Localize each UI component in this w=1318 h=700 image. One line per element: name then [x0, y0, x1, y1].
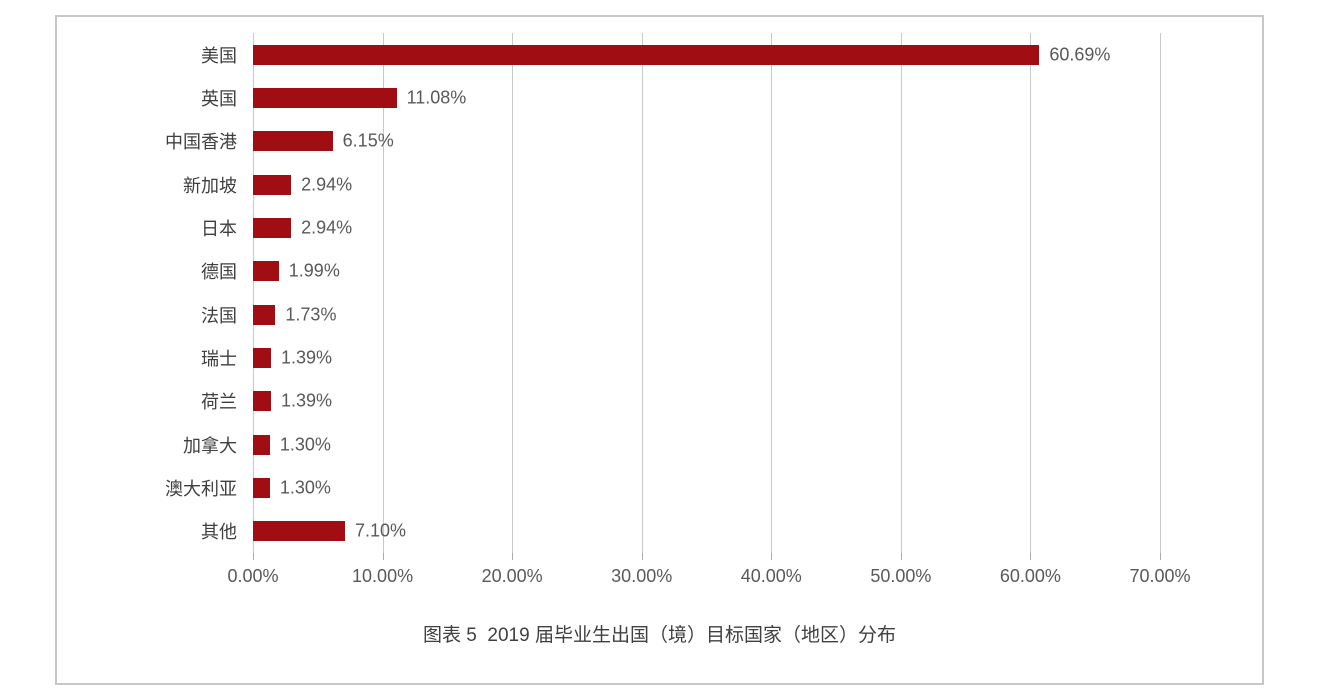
- bar: [253, 217, 292, 238]
- chart-row: 瑞士 1.39%: [57, 336, 1160, 379]
- category-label: 瑞士: [201, 348, 237, 369]
- chart-row: 荷兰 1.39%: [57, 380, 1160, 423]
- x-axis-tick-label: 60.00%: [999, 566, 1061, 586]
- category-label: 加拿大: [183, 435, 237, 456]
- x-axis-tick: [253, 553, 254, 560]
- x-axis-tick-label: 70.00%: [1129, 566, 1191, 586]
- bar: [253, 131, 333, 152]
- bar-value-label: 1.30%: [279, 477, 331, 498]
- bar-zone: 1.30%: [253, 423, 1160, 466]
- x-axis-tick-label: 10.00%: [352, 566, 414, 586]
- x-axis-tick: [1030, 553, 1032, 560]
- plot-area: [253, 33, 1161, 553]
- category-label: 澳大利亚: [165, 478, 237, 499]
- chart-panel: 美国 60.69% 英国 11.08% 中国香港 6.15% 新加坡 2.94% 日本 2.94%…: [55, 15, 1264, 685]
- bar-value-label: 1.99%: [288, 260, 340, 281]
- gridline: [641, 33, 643, 553]
- x-axis-tick: [382, 553, 384, 560]
- category-label: 其他: [201, 522, 237, 543]
- bar-zone: 1.39%: [253, 336, 1160, 379]
- x-axis-tick-label: 30.00%: [611, 566, 673, 586]
- category-label: 日本: [201, 218, 237, 239]
- chart-row: 中国香港 6.15%: [57, 120, 1160, 163]
- x-axis-tick: [771, 553, 773, 560]
- bar: [253, 44, 1040, 65]
- gridline: [771, 33, 773, 553]
- bar: [253, 477, 270, 498]
- chart-row: 新加坡 2.94%: [57, 163, 1160, 206]
- x-axis-tick-label: 40.00%: [740, 566, 802, 586]
- category-label: 美国: [201, 45, 237, 66]
- bar-zone: 6.15%: [253, 120, 1160, 163]
- bar-value-label: 7.10%: [354, 520, 407, 541]
- bar: [253, 347, 271, 368]
- bar-zone: 2.94%: [253, 206, 1160, 249]
- category-label: 英国: [201, 88, 237, 109]
- x-axis-tick: [900, 553, 902, 560]
- bar: [253, 434, 270, 455]
- bar: [253, 304, 276, 325]
- bar-zone: 60.69%: [253, 33, 1160, 76]
- chart-row: 德国 1.99%: [57, 250, 1160, 293]
- bar-value-label: 1.30%: [279, 434, 331, 455]
- chart-row: 其他 7.10%: [57, 510, 1160, 553]
- bar-zone: 1.39%: [253, 380, 1160, 423]
- category-label: 中国香港: [165, 132, 237, 153]
- bar-zone: 1.99%: [253, 250, 1160, 293]
- bar-value-label: 11.08%: [406, 87, 467, 108]
- category-label: 法国: [201, 305, 237, 326]
- chart-caption: 图表 5 2019 届毕业生出国（境）目标国家（地区）分布: [423, 625, 896, 646]
- bar: [253, 521, 345, 542]
- bar-value-label: 2.94%: [301, 217, 353, 238]
- chart-row: 加拿大 1.30%: [57, 423, 1160, 466]
- bar: [253, 174, 292, 195]
- gridline: [382, 33, 384, 553]
- bar-zone: 11.08%: [253, 76, 1160, 119]
- category-label: 荷兰: [201, 392, 237, 413]
- x-axis-tick-label: 20.00%: [481, 566, 543, 586]
- bar-zone: 1.73%: [253, 293, 1160, 336]
- bar: [253, 87, 397, 108]
- chart-row: 法国 1.73%: [57, 293, 1160, 336]
- x-axis-tick: [1160, 553, 1161, 560]
- bar-value-label: 1.73%: [285, 304, 337, 325]
- bar-zone: 1.30%: [253, 466, 1160, 509]
- bar: [253, 261, 279, 282]
- gridline: [1160, 33, 1161, 553]
- x-axis-tick: [512, 553, 514, 560]
- category-label: 新加坡: [183, 175, 237, 196]
- x-axis-tick: [641, 553, 643, 560]
- bar-value-label: 6.15%: [342, 130, 394, 151]
- bar-zone: 7.10%: [253, 510, 1160, 553]
- bar-value-label: 1.39%: [281, 390, 333, 411]
- gridline: [900, 33, 902, 553]
- gridline: [512, 33, 514, 553]
- chart-row: 日本 2.94%: [57, 206, 1160, 249]
- bar-value-label: 1.39%: [281, 347, 333, 368]
- chart-rows: 美国 60.69% 英国 11.08% 中国香港 6.15% 新加坡 2.94% 日本 2.94%…: [57, 33, 1160, 553]
- chart-row: 澳大利亚 1.30%: [57, 466, 1160, 509]
- gridline: [253, 33, 254, 553]
- bar-zone: 2.94%: [253, 163, 1160, 206]
- chart-row: 美国 60.69%: [57, 33, 1160, 76]
- bar: [253, 391, 271, 412]
- chart-row: 英国 11.08%: [57, 76, 1160, 119]
- bar-value-label: 60.69%: [1049, 44, 1111, 65]
- bar-value-label: 2.94%: [301, 174, 353, 195]
- x-axis-tick-label: 0.00%: [227, 566, 279, 586]
- gridline: [1030, 33, 1032, 553]
- category-label: 德国: [201, 262, 237, 283]
- x-axis-tick-label: 50.00%: [870, 566, 932, 586]
